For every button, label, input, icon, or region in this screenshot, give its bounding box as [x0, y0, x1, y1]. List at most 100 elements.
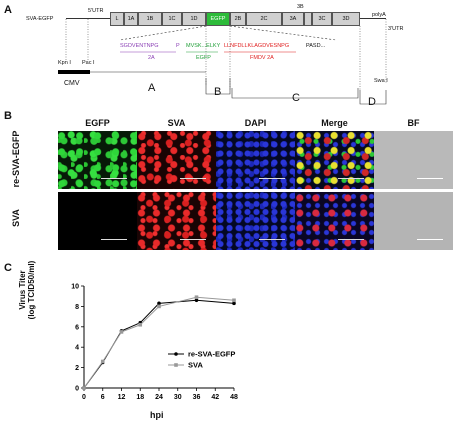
micro-sva-merge [295, 192, 374, 250]
data-point [232, 301, 236, 306]
label-3b: 3B [297, 4, 304, 10]
x-tick-label: 24 [155, 394, 163, 401]
segment-1c: 1C [162, 12, 182, 26]
y-tick-label: 6 [75, 324, 79, 331]
micro-sva-dapi [216, 192, 295, 250]
data-point [194, 295, 199, 300]
legend-label: re-SVA-EGFP [188, 350, 235, 359]
utr3-line [360, 18, 386, 19]
scale-bar [101, 239, 127, 240]
data-point [157, 304, 161, 309]
fragment-c: C [292, 92, 300, 104]
x-tick-label: 30 [174, 394, 182, 401]
data-point [194, 298, 199, 303]
fragment-a: A [148, 82, 156, 94]
segment-1a: 1A [124, 12, 138, 26]
x-tick-label: 12 [118, 394, 126, 401]
segment-2b: 2B [230, 12, 246, 26]
pac-label: Pac I [82, 60, 95, 66]
panel-b-letter: B [4, 110, 12, 122]
panel-c-letter: C [4, 262, 12, 274]
segment-3a: 3A [282, 12, 304, 26]
micro-resva-egfp [58, 131, 137, 189]
x-tick-label: 36 [193, 394, 201, 401]
scale-bar [417, 178, 443, 179]
segment-3d: 3D [332, 12, 360, 26]
segment-egfp: EGFP [206, 12, 230, 26]
chart-ylabel: Virus Titer (log TCID50/ml) [18, 250, 36, 330]
y-tick-label: 8 [75, 304, 79, 311]
scale-bar [338, 239, 364, 240]
cmv-label: CMV [64, 80, 80, 87]
note-egfp: EGFP [196, 55, 211, 61]
legend-label: SVA [188, 361, 203, 370]
construct-label: SVA-EGFP [26, 16, 54, 22]
data-point [100, 359, 105, 364]
y-tick-label: 2 [75, 365, 79, 372]
scale-bar [101, 178, 127, 179]
utr5-line [66, 18, 110, 19]
scale-bar [180, 239, 206, 240]
data-point [119, 330, 124, 334]
col-head-bf: BF [407, 118, 420, 128]
col-head-sva: SVA [167, 118, 186, 128]
data-point [138, 322, 143, 327]
segment-2c: 2C [246, 12, 282, 26]
segment-3c: 3C [312, 12, 332, 26]
kpn-label: Kpn I [58, 60, 71, 66]
series-line-1 [83, 296, 235, 389]
scale-bar [259, 178, 285, 179]
scale-bar [180, 178, 206, 179]
series-line-0 [83, 299, 235, 389]
micro-sva-sva [137, 192, 216, 250]
seq-pasd: PASD... [306, 43, 326, 49]
micro-sva-egfp [58, 192, 137, 250]
data-point [232, 298, 236, 303]
x-tick-label: 0 [82, 394, 86, 401]
col-head-merge: Merge [321, 118, 348, 128]
x-tick-label: 48 [230, 394, 238, 401]
micro-resva-dapi [216, 131, 295, 189]
segment-l: L [110, 12, 124, 26]
fragment-b: B [214, 86, 222, 98]
note-2a: 2A [148, 55, 155, 61]
scale-bar [417, 239, 443, 240]
micro-sva-bf [374, 192, 453, 250]
y-tick-label: 10 [71, 284, 79, 291]
y-tick-label: 0 [75, 386, 79, 393]
col-head-egfp: EGFP [85, 118, 110, 128]
x-tick-label: 6 [101, 394, 105, 401]
micro-resva-merge [295, 131, 374, 189]
seq-p: P [176, 43, 180, 49]
segment-1d: 1D [182, 12, 206, 26]
polya-label: polyA [372, 12, 386, 18]
micro-resva-bf [374, 131, 453, 189]
x-tick-label: 18 [136, 394, 144, 401]
utr5-label: 5'UTR [88, 8, 104, 14]
ylabel-line1: Virus Titer [18, 270, 27, 310]
ylabel-line2: (log TCID50/ml) [27, 260, 36, 320]
chart-xlabel: hpi [150, 410, 164, 420]
segment-1b: 1B [138, 12, 162, 26]
legend-marker [174, 352, 178, 356]
scale-bar [259, 239, 285, 240]
seq-fmdv: LLNFDLLKLAGDVESNPG [224, 43, 290, 49]
panel-a-letter: A [4, 4, 12, 16]
note-fmdv: FMDV 2A [250, 55, 274, 61]
seq-2a: SGDVENTNPG [120, 43, 159, 49]
data-point [82, 386, 86, 390]
swa-label: Swa I [374, 78, 388, 84]
panel-a-diagram [58, 19, 387, 105]
utr3-label: 3'UTR [388, 26, 404, 32]
micro-resva-sva [137, 131, 216, 189]
fragment-d: D [368, 96, 376, 108]
segment-3b [304, 12, 312, 26]
data-point [157, 301, 161, 306]
y-tick-label: 4 [75, 345, 79, 352]
seq-egfp: MVSK...ELKY [186, 43, 221, 49]
legend-marker [174, 363, 178, 367]
x-tick-label: 42 [211, 394, 219, 401]
scale-bar [338, 178, 364, 179]
col-head-dapi: DAPI [244, 118, 267, 128]
